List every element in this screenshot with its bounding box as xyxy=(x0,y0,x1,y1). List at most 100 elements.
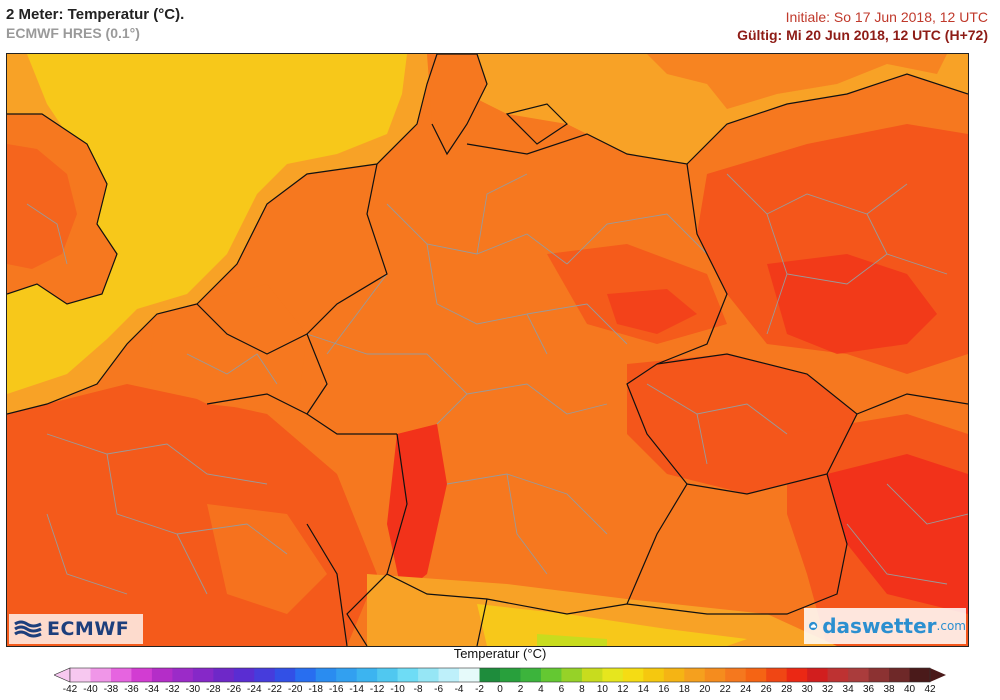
scale-swatch xyxy=(684,668,706,682)
legend-tick-label: 6 xyxy=(558,684,565,695)
legend-tick-label: -32 xyxy=(165,684,180,695)
scale-swatch xyxy=(848,668,869,682)
scale-swatch xyxy=(233,668,255,682)
daswetter-logo-text: daswetter xyxy=(822,614,937,638)
scale-swatch xyxy=(725,668,747,682)
legend-tick-label: 38 xyxy=(883,684,895,695)
scale-swatch xyxy=(663,668,685,682)
scale-swatch xyxy=(540,668,562,682)
legend-ticks: -42 -40 -38 -36 -34 -32 -30 -28 -26 -24 -22 -20 -18-… xyxy=(0,684,1000,698)
scale-swatch xyxy=(274,668,296,682)
alps-10-zone xyxy=(537,634,607,646)
legend-tick-label: -18 xyxy=(308,684,323,695)
scale-arrow-high xyxy=(930,668,946,682)
scale-swatch xyxy=(438,668,460,682)
scale-swatch xyxy=(786,668,808,682)
scale-outline xyxy=(69,667,931,683)
scale-swatch xyxy=(254,668,276,682)
scale-swatch xyxy=(131,668,153,682)
legend-tick-label: -36 xyxy=(124,684,139,695)
legend-tick-label: 4 xyxy=(538,684,544,695)
benelux-24-zone xyxy=(147,284,307,414)
legend-tick-label: 28 xyxy=(781,684,793,695)
header-right: Initiale: So 17 Jun 2018, 12 UTC Gültig:… xyxy=(737,8,988,44)
legend-tick-label: 20 xyxy=(699,684,711,695)
model-name: ECMWF HRES (0.1°) xyxy=(6,25,140,41)
scale-swatch xyxy=(581,668,603,682)
denmark-land xyxy=(427,54,487,154)
legend-tick-label: 18 xyxy=(678,684,690,695)
scale-swatch xyxy=(356,668,378,682)
map-title: 2 Meter: Temperatur (°C). xyxy=(6,6,185,23)
scale-swatch xyxy=(151,668,173,682)
hungary-28-zone xyxy=(827,454,968,614)
legend-tick-label: 32 xyxy=(822,684,834,695)
scale-swatch xyxy=(377,668,399,682)
legend-tick-label: -42 xyxy=(62,684,78,695)
scale-swatch xyxy=(807,668,829,682)
legend-tick-label: 30 xyxy=(801,684,813,695)
daswetter-logo-suffix: .com xyxy=(936,619,966,633)
legend-tick-label: -2 xyxy=(475,684,484,695)
legend-tick-label: -10 xyxy=(390,684,405,695)
britain-warm xyxy=(7,144,77,269)
scale-swatch xyxy=(213,668,235,682)
scale-swatch xyxy=(295,668,317,682)
legend-tick-label: -14 xyxy=(349,684,364,695)
country-borders xyxy=(7,54,968,646)
legend-tick-label: 24 xyxy=(740,684,752,695)
map-canvas xyxy=(7,54,968,646)
legend-tick-label: 8 xyxy=(579,684,585,695)
scale-swatch xyxy=(520,668,542,682)
scale-swatch xyxy=(561,668,583,682)
legend-tick-label: 16 xyxy=(658,684,670,695)
legend-tick-label: -4 xyxy=(454,684,464,695)
legend-tick-label: 2 xyxy=(517,684,524,695)
scale-swatch xyxy=(766,668,788,682)
scale-swatch xyxy=(70,668,91,682)
scale-swatch xyxy=(602,668,624,682)
scale-swatch xyxy=(622,668,644,682)
legend-tick-label: -26 xyxy=(226,684,242,695)
legend-tick-label: -40 xyxy=(83,684,98,695)
scale-swatch xyxy=(909,668,931,682)
legend-tick-label: -28 xyxy=(206,684,221,695)
cloud-globe-icon xyxy=(809,621,818,631)
scale-swatch xyxy=(479,668,501,682)
ecmwf-wave-icon xyxy=(14,620,42,638)
scale-swatch xyxy=(315,668,337,682)
legend-tick-label: 10 xyxy=(596,684,608,695)
legend-tick-label: 40 xyxy=(903,684,916,695)
legend-tick-label: 14 xyxy=(637,684,649,695)
header-left: 2 Meter: Temperatur (°C). ECMWF HRES (0.… xyxy=(6,6,184,42)
scale-arrow-low xyxy=(54,667,71,683)
legend-tick-label: -8 xyxy=(413,684,423,695)
legend-tick-label: -16 xyxy=(328,684,344,695)
scale-swatch xyxy=(827,668,849,682)
legend-title: Temperatur (°C) xyxy=(453,646,547,661)
poland-28-zone xyxy=(767,254,937,354)
scale-swatch xyxy=(418,668,439,682)
baltic-mid xyxy=(647,54,947,109)
legend-tick-label: -30 xyxy=(185,684,201,695)
legend-tick-label: -22 xyxy=(267,684,282,695)
france-24-patch xyxy=(207,504,327,614)
legend-tick-label: 22 xyxy=(719,684,731,695)
legend-tick-label: 12 xyxy=(617,684,629,695)
ecmwf-logo[interactable]: ECMWF xyxy=(9,614,143,644)
scale-swatch xyxy=(192,668,214,682)
scale-swatch xyxy=(643,668,665,682)
sea-20-zone xyxy=(7,54,407,394)
scale-swatch xyxy=(90,668,112,682)
legend-tick-label: 34 xyxy=(842,684,854,695)
legend-tick-label: -6 xyxy=(434,684,444,695)
scale-swatch xyxy=(110,668,132,682)
scale-swatch xyxy=(745,668,767,682)
temperature-map[interactable]: ECMWF daswetter .com xyxy=(6,53,969,647)
east-de-28-zone xyxy=(607,289,697,334)
daswetter-logo[interactable]: daswetter .com xyxy=(804,608,966,644)
scale-swatch xyxy=(704,668,726,682)
legend-tick-label: 42 xyxy=(924,684,936,695)
legend-tick-label: 26 xyxy=(760,684,772,695)
legend-tick-label: -38 xyxy=(103,684,119,695)
